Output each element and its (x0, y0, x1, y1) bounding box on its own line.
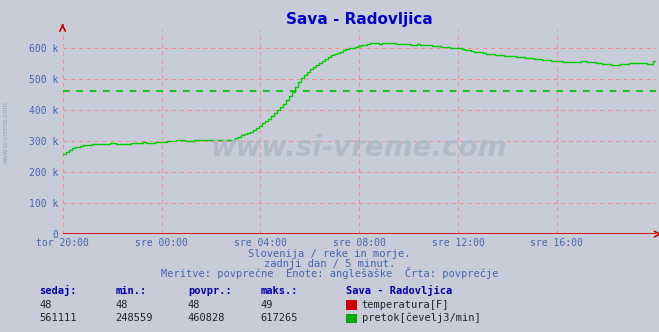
Text: min.:: min.: (115, 286, 146, 296)
Text: 617265: 617265 (260, 313, 298, 323)
Text: 48: 48 (40, 300, 52, 310)
Text: www.si-vreme.com: www.si-vreme.com (211, 134, 507, 162)
Text: 48: 48 (115, 300, 128, 310)
Text: Slovenija / reke in morje.: Slovenija / reke in morje. (248, 249, 411, 259)
Text: 48: 48 (188, 300, 200, 310)
Text: sedaj:: sedaj: (40, 285, 77, 296)
Text: 248559: 248559 (115, 313, 153, 323)
Text: maks.:: maks.: (260, 286, 298, 296)
Text: 49: 49 (260, 300, 273, 310)
Text: 561111: 561111 (40, 313, 77, 323)
Text: Meritve: povprečne  Enote: anglešaške  Črta: povprečje: Meritve: povprečne Enote: anglešaške Črt… (161, 267, 498, 279)
Text: pretok[čevelj3/min]: pretok[čevelj3/min] (362, 313, 480, 323)
Title: Sava - Radovljica: Sava - Radovljica (286, 12, 432, 27)
Text: 460828: 460828 (188, 313, 225, 323)
Text: temperatura[F]: temperatura[F] (362, 300, 449, 310)
Text: www.si-vreme.com: www.si-vreme.com (2, 101, 9, 164)
Text: povpr.:: povpr.: (188, 286, 231, 296)
Text: Sava - Radovljica: Sava - Radovljica (346, 285, 452, 296)
Text: zadnji dan / 5 minut.: zadnji dan / 5 minut. (264, 259, 395, 269)
